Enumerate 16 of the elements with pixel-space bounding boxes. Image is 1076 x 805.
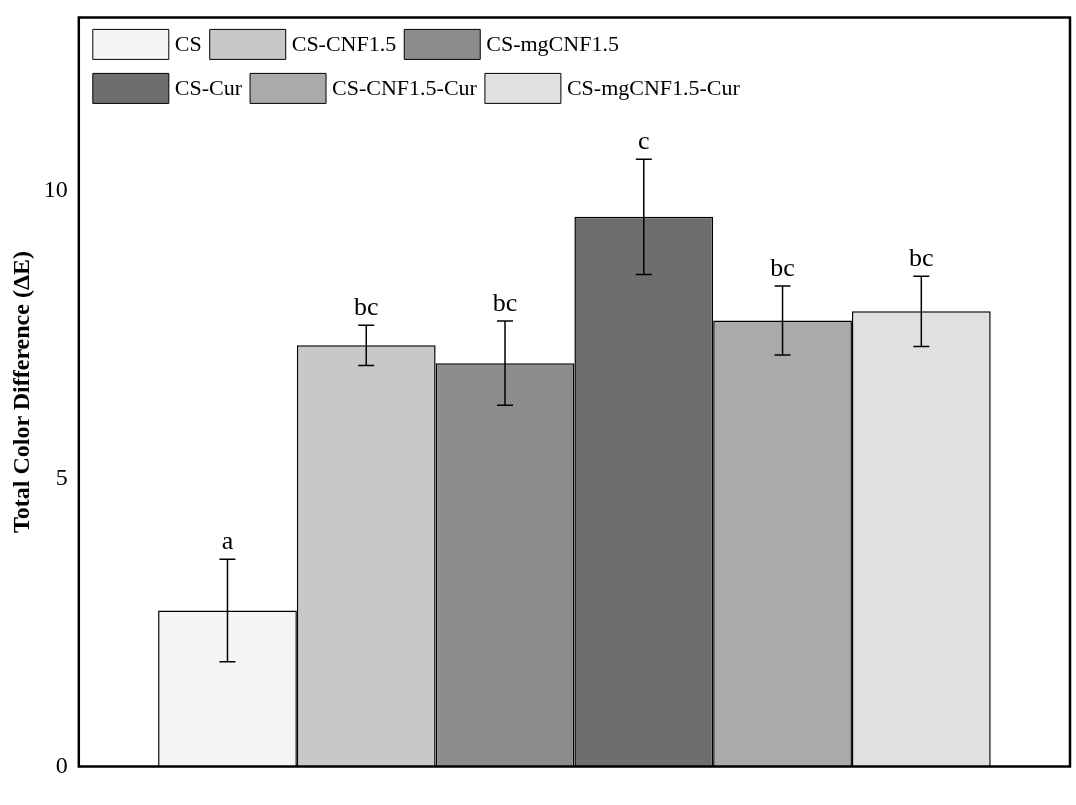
annotation: c [638, 126, 650, 155]
legend-label: CS [174, 31, 202, 57]
y-tick-label: 5 [55, 463, 68, 490]
annotation: bc [353, 291, 379, 321]
legend-label: CS-mgCNF1.5 [486, 31, 619, 57]
y-tick-label: 0 [55, 751, 68, 778]
annotation: bc [770, 252, 795, 282]
legend-label: CS-CNF1.5-Cur [332, 75, 478, 101]
y-tick-label: 10 [43, 175, 68, 202]
annotation: bc [492, 287, 518, 317]
y-axis-title: Total Color Difference (ΔE) [7, 251, 34, 533]
legend-label: CS-mgCNF1.5-Cur [566, 75, 741, 101]
annotation: a [221, 525, 234, 555]
annotation: bc [909, 242, 934, 272]
legend-label: CS-CNF1.5 [291, 31, 397, 57]
legend-label: CS-Cur [174, 75, 243, 101]
